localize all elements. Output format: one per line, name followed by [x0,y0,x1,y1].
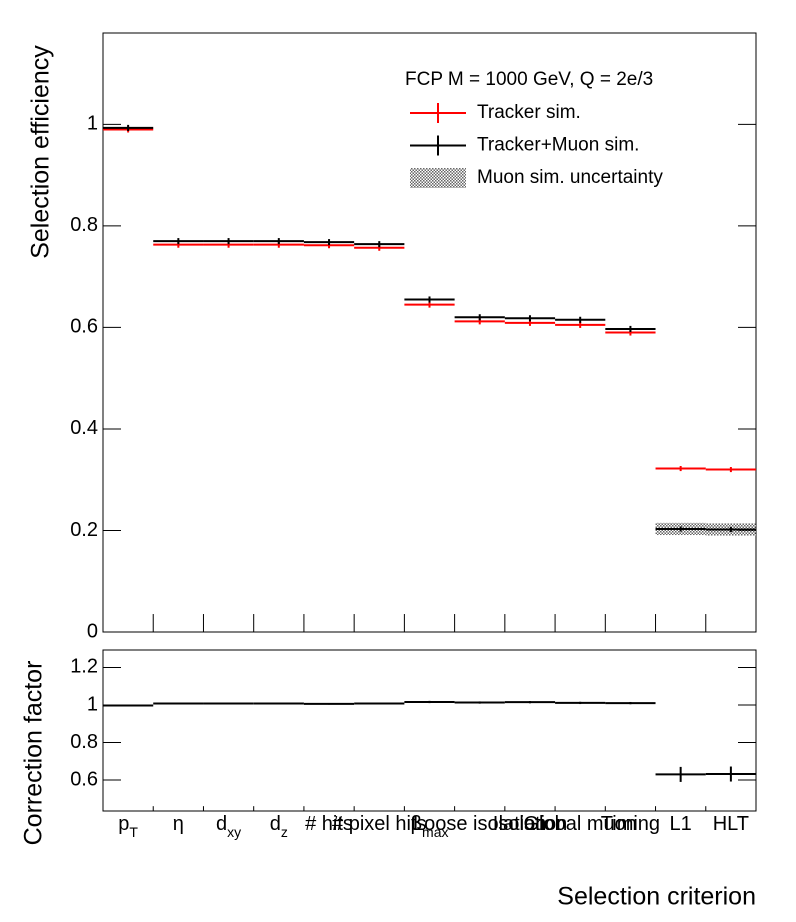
y-tick-label: 0.8 [70,731,98,753]
x-tick-label: Isolation [493,813,568,835]
x-tick-label: HLT [713,813,749,835]
x-tick-label: Timing [601,813,660,835]
legend-label: Tracker+Muon sim. [477,135,639,156]
y-tick-label: 0.8 [70,214,98,236]
x-tick-label-main: Timing [601,813,660,835]
x-tick-label-sub: xy [227,824,241,840]
x-tick-label: βmax [411,813,449,839]
x-tick-label: Loose isolation [413,813,546,835]
legend-label: Tracker sim. [477,102,581,123]
x-tick-label-main: L1 [670,813,692,835]
x-tick-label: dz [270,813,288,839]
y-tick-label: 0 [87,620,98,642]
x-tick-label-main: HLT [713,813,749,835]
y-tick-label: 0.4 [70,417,98,439]
y-tick-label: 1.2 [70,656,98,678]
x-tick-label-sub: max [422,824,448,840]
x-tick-label-main: p [118,813,129,835]
x-axis-title: Selection criterion [557,883,756,911]
y-tick-label: 0.6 [70,768,98,790]
x-tick-label-sub: T [129,824,138,840]
x-tick-label-main: d [216,813,227,835]
x-tick-label-sub: z [281,824,288,840]
x-tick-label-main: β [411,813,423,835]
x-tick-label: η [173,813,184,835]
x-tick-label: Global muon [523,813,636,835]
legend-label: Muon sim. uncertainty [477,167,663,188]
y-axis-title: Selection efficiency [27,45,55,259]
x-tick-label-main: Isolation [493,813,568,835]
x-tick-label: pT [118,813,138,839]
x-tick-label: L1 [670,813,692,835]
top-frame [102,32,757,633]
x-tick-label: # hits [305,813,353,835]
legend-swatch [410,168,466,188]
y-tick-label: 0.6 [70,316,98,338]
x-tick-label-main: η [173,813,184,835]
y-tick-label: 1 [87,113,98,135]
x-tick-label: # pixel hits [332,813,427,835]
x-tick-label-main: Loose isolation [413,813,546,835]
y-axis-title: Correction factor [20,661,48,846]
legend-header: FCP M = 1000 GeV, Q = 2e/3 [405,69,653,90]
y-tick-label: 1 [87,693,98,715]
x-tick-label: dxy [216,813,241,839]
x-tick-label-main: # hits [305,813,353,835]
x-tick-label-main: Global muon [523,813,636,835]
y-tick-label: 0.2 [70,519,98,541]
x-tick-label-main: # pixel hits [332,813,427,835]
bottom-frame [102,649,757,812]
x-tick-label-main: d [270,813,281,835]
